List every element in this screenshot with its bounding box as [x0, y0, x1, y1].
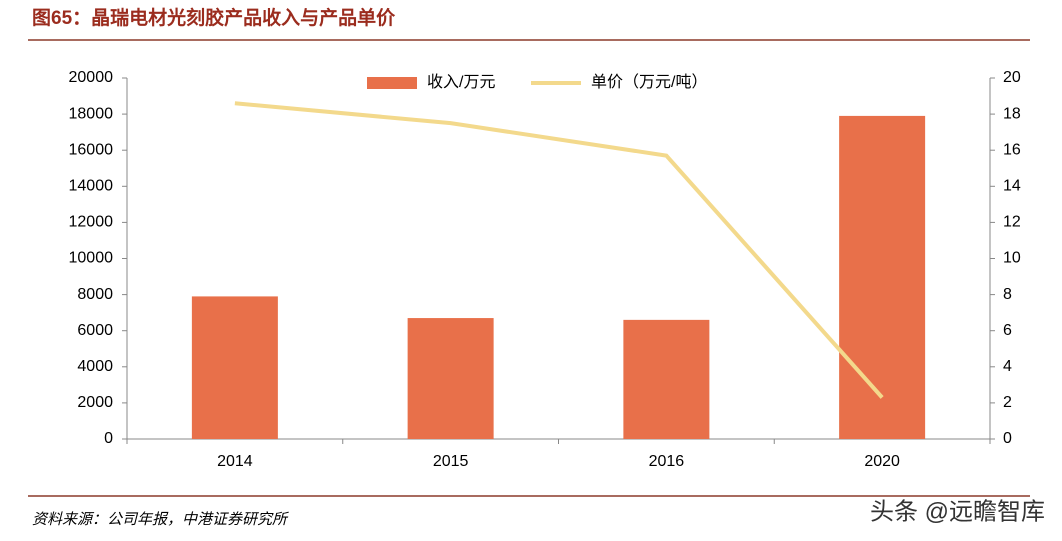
line — [234, 101, 884, 399]
y2-tick-label: 0 — [1003, 430, 1012, 447]
y2-tick-label: 18 — [1003, 105, 1021, 122]
y-tick-label: 12000 — [69, 214, 114, 231]
bar — [407, 318, 494, 439]
y2-tick-label: 12 — [1003, 214, 1021, 231]
y-tick-label: 14000 — [69, 178, 114, 195]
y-tick-label: 16000 — [69, 141, 114, 158]
y2-tick-label: 2 — [1003, 394, 1012, 411]
bar — [191, 296, 278, 439]
y2-tick-label: 6 — [1003, 322, 1012, 339]
bar — [623, 319, 710, 439]
y2-tick-label: 16 — [1003, 141, 1021, 158]
x-tick-label: 2015 — [433, 453, 469, 470]
legend-label: 收入/万元 — [427, 73, 495, 91]
y-tick-label: 4000 — [77, 358, 113, 375]
watermark: 头条 @远瞻智库 — [870, 498, 1045, 525]
y-tick-label: 20000 — [69, 69, 114, 86]
x-tick-label: 2020 — [864, 453, 900, 470]
x-tick-label: 2016 — [649, 453, 685, 470]
legend-swatch — [367, 77, 417, 89]
y-tick-label: 8000 — [77, 286, 113, 303]
y-tick-label: 10000 — [69, 250, 114, 267]
y2-tick-label: 10 — [1003, 250, 1021, 267]
legend-label: 单价（万元/吨） — [591, 73, 707, 91]
page-title: 图65：晶瑞电材光刻胶产品收入与产品单价 — [32, 6, 396, 29]
y2-tick-label: 14 — [1003, 178, 1021, 195]
y-tick-label: 2000 — [77, 394, 113, 411]
y-tick-label: 6000 — [77, 322, 113, 339]
x-tick-label: 2014 — [217, 453, 253, 470]
y2-tick-label: 8 — [1003, 286, 1012, 303]
source: 资料来源：公司年报，中港证券研究所 — [32, 511, 289, 528]
y2-tick-label: 20 — [1003, 69, 1021, 86]
y-tick-label: 0 — [104, 430, 113, 447]
y2-tick-label: 4 — [1003, 358, 1012, 375]
bar — [839, 115, 926, 439]
y-tick-label: 18000 — [69, 105, 114, 122]
